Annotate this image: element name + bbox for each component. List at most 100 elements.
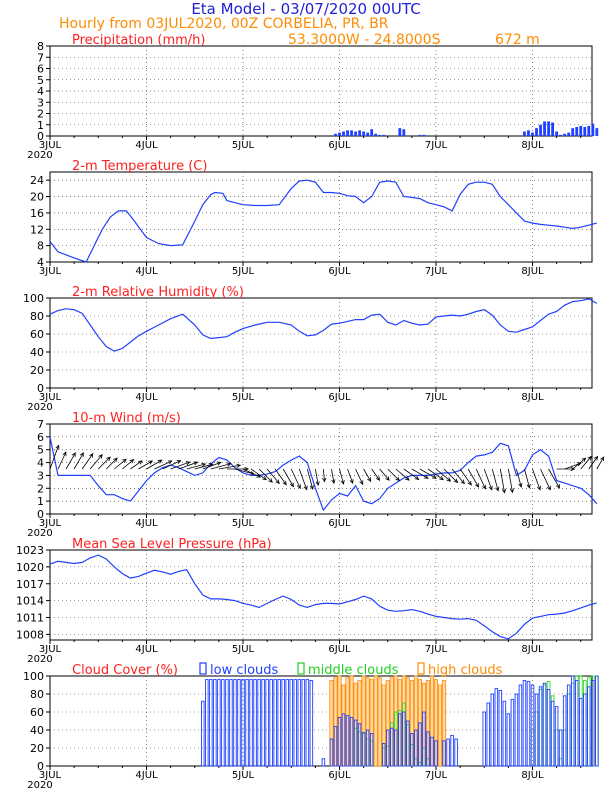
low-clouds-bar: [237, 679, 241, 767]
legend-label-2: high clouds: [428, 663, 503, 678]
year-label: 2020: [27, 402, 52, 413]
low-clouds-bar: [221, 679, 225, 767]
wind-arrow-shaft: [371, 468, 380, 481]
series-line: [49, 179, 597, 263]
low-clouds-bar: [277, 679, 281, 767]
precip-bar: [539, 124, 542, 136]
wind-arrow-shaft: [516, 468, 522, 488]
wind-arrow-head: [315, 481, 320, 487]
wind-arrow: [242, 468, 262, 478]
panel-3: 0 20 40 60 80 100 3JUL 4JUL 5JUL 6JUL 7JUL 8JUL 2020…: [23, 285, 598, 413]
wind-arrow: [114, 458, 127, 470]
low-clouds-bar: [486, 702, 491, 767]
wind-arrow: [347, 468, 354, 485]
wind-arrow: [162, 460, 182, 470]
precip-bar: [531, 132, 534, 136]
low-clouds-bar: [297, 679, 302, 767]
wind-arrow: [403, 468, 420, 480]
wind-arrow-shaft: [65, 452, 76, 470]
low-clouds-bar: [217, 679, 221, 767]
wind-arrow-shaft: [483, 468, 493, 490]
x-tick-label: 5JUL: [232, 266, 255, 277]
low-clouds-bar: [381, 743, 386, 767]
low-clouds-bar: [249, 679, 253, 767]
wind-arrow-head: [296, 484, 301, 490]
low-clouds-bar: [225, 679, 229, 767]
y-tick-label: 24: [30, 174, 44, 187]
low-clouds-bar: [554, 706, 559, 767]
y-tick-label: 80: [30, 310, 44, 323]
wind-arrow-shaft: [194, 463, 213, 470]
low-clouds-bar: [506, 713, 511, 767]
panel-title: Cloud Cover (%): [72, 663, 178, 678]
precip-bar: [571, 128, 575, 136]
y-tick-label: 7: [37, 418, 44, 431]
wind-arrow: [81, 453, 94, 470]
low-clouds-bar: [587, 686, 591, 767]
low-clouds-bar: [257, 679, 261, 767]
y-tick-label: 5: [37, 74, 44, 87]
low-clouds-bar: [450, 734, 454, 767]
wind-arrow-head: [475, 482, 480, 488]
wind-arrow-head: [460, 479, 465, 485]
wind-arrow: [49, 444, 60, 470]
wind-arrow-shaft: [499, 468, 505, 493]
wind-arrow: [572, 457, 587, 470]
low-clouds-bar: [273, 679, 277, 767]
wind-arrow-shaft: [81, 453, 94, 470]
year-label: 2020: [27, 150, 52, 161]
y-tick-label: 7: [37, 51, 44, 64]
wind-arrow: [266, 468, 280, 485]
wind-arrow-head: [256, 473, 262, 478]
wind-arrow: [97, 456, 111, 470]
plot-frame: [49, 549, 593, 641]
wind-arrow: [371, 468, 381, 482]
wind-arrow: [548, 468, 560, 489]
wind-arrow: [202, 461, 222, 470]
low-clouds-bar: [333, 725, 338, 767]
x-tick-label: 7JUL: [425, 266, 448, 277]
wind-arrow: [459, 468, 472, 486]
low-clouds-bar: [422, 711, 426, 767]
wind-arrow: [435, 468, 452, 482]
y-tick-label: 20: [30, 364, 44, 377]
series-line: [49, 436, 598, 512]
precip-bar: [346, 130, 349, 136]
y-tick-label: 1: [37, 119, 44, 132]
low-clouds-bar: [209, 679, 213, 767]
wind-arrow-shaft: [298, 468, 308, 490]
wind-arrow: [282, 468, 294, 488]
wind-arrow-head: [446, 477, 452, 482]
wind-arrow-shaft: [491, 468, 499, 491]
y-tick-label: 40: [30, 346, 44, 359]
low-clouds-bar: [518, 684, 523, 767]
wind-arrow-shaft: [467, 468, 479, 488]
precip-bar: [418, 134, 422, 136]
wind-arrow-head: [122, 458, 127, 463]
wind-arrow: [122, 458, 135, 470]
wind-arrow-head: [495, 486, 500, 492]
x-tick-label: 5JUL: [232, 392, 255, 403]
x-tick-label: 7JUL: [425, 644, 448, 655]
wind-arrow-head: [282, 480, 287, 486]
coordinates: 53.3000W - 24.8000S: [288, 32, 441, 48]
low-clouds-bar: [562, 695, 567, 767]
wind-arrow-head: [106, 456, 111, 462]
x-tick-label: 4JUL: [135, 266, 158, 277]
low-clouds-bar: [245, 679, 249, 767]
precip-bar: [563, 133, 567, 136]
wind-arrow-head: [303, 485, 308, 491]
wind-arrow-head: [405, 476, 410, 481]
low-clouds-bar: [390, 727, 394, 767]
y-tick-label: 1: [37, 495, 44, 508]
low-clouds-bar: [482, 711, 487, 767]
precip-bar: [342, 131, 345, 136]
low-clouds-bar: [534, 693, 539, 767]
wind-arrow-shaft: [443, 468, 458, 483]
x-tick-label: 8JUL: [521, 392, 544, 403]
wind-arrow-shaft: [588, 456, 598, 470]
x-tick-label: 4JUL: [135, 392, 158, 403]
wind-arrow-head: [138, 460, 143, 465]
low-clouds-bar: [261, 679, 265, 767]
x-tick-label: 5JUL: [232, 644, 255, 655]
